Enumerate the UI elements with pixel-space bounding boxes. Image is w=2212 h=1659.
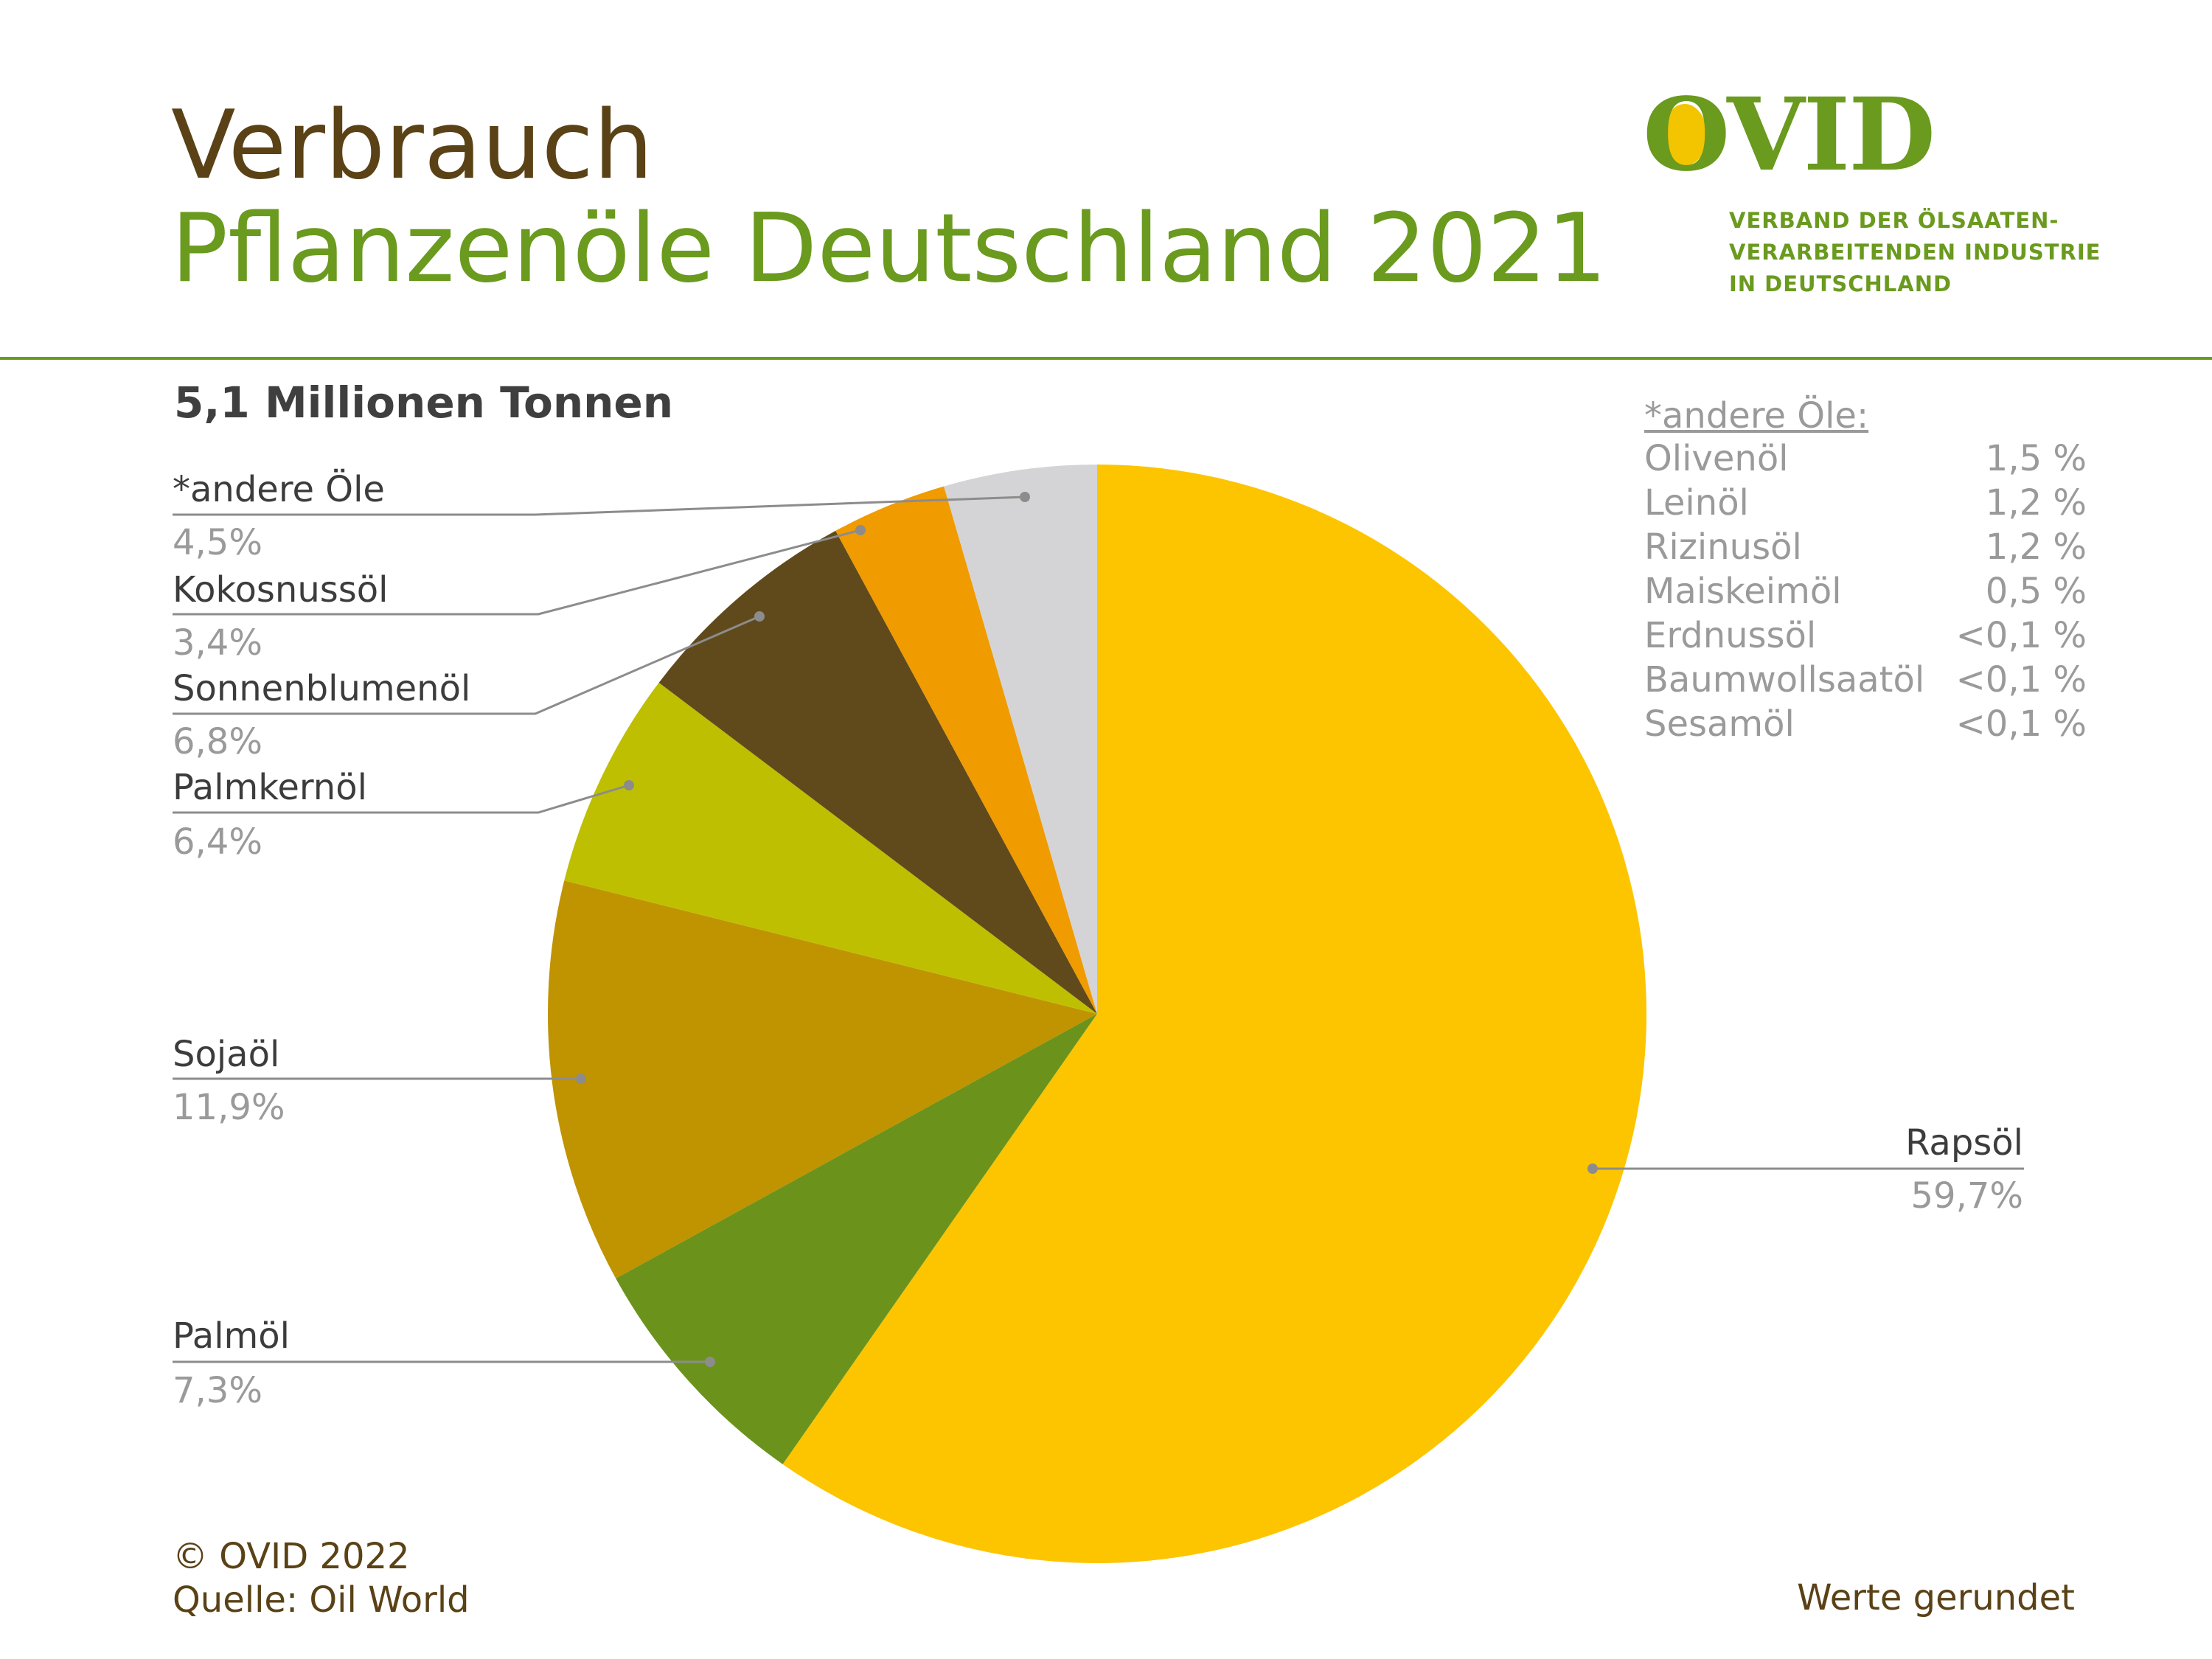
- leader-dot-3: [576, 1074, 586, 1084]
- oil-drop-icon: [1663, 104, 1707, 166]
- slice-value-raps: 59,7%: [1910, 1175, 2023, 1217]
- other-oil-name: Olivenöl: [1644, 438, 1789, 479]
- other-oil-name: Sesamöl: [1644, 703, 1795, 745]
- leader-line-4: [173, 784, 630, 814]
- association-line: VERBAND DER ÖLSAATEN-: [1729, 208, 2059, 233]
- header-divider: [0, 357, 2212, 360]
- slice-label-andere: *andere Öle: [173, 469, 385, 510]
- slice-value-andere: 4,5%: [173, 522, 262, 563]
- association-name: VERBAND DER ÖLSAATEN- VERARBEITENDEN IND…: [1729, 205, 2101, 300]
- slice-value-sonnenblume: 6,8%: [173, 721, 262, 762]
- leader-dot-6: [855, 525, 866, 535]
- slice-value-soja: 11,9%: [173, 1087, 285, 1128]
- other-oil-value: 1,5 %: [1985, 438, 2087, 479]
- other-oil-name: Leinöl: [1644, 482, 1749, 524]
- total-volume: 5,1 Millionen Tonnen: [174, 378, 674, 428]
- footer-copyright-block: © OVID 2022 Quelle: Oil World: [173, 1535, 470, 1621]
- other-oil-name: Erdnussöl: [1644, 615, 1817, 656]
- page-title-line2: Pflanzenöle Deutschland 2021: [171, 194, 1607, 304]
- slice-label-sonnenblume: Sonnenblumenöl: [173, 668, 471, 709]
- other-oils-heading: *andere Öle:: [1644, 395, 1869, 437]
- association-line: VERARBEITENDEN INDUSTRIE: [1729, 240, 2101, 265]
- other-oil-value: 1,2 %: [1985, 482, 2087, 524]
- page-title-line1: Verbrauch: [171, 91, 653, 201]
- pie-slice-2: [616, 1014, 1097, 1464]
- leader-dot-5: [754, 611, 765, 622]
- copyright: © OVID 2022: [173, 1536, 410, 1577]
- leader-line-7: [173, 495, 1026, 516]
- pie-slice-6: [835, 486, 1097, 1014]
- ovid-logo: OVID: [1643, 76, 1935, 194]
- pie-slice-1: [782, 465, 1646, 1563]
- rounding-note: Werte gerundet: [1797, 1577, 2075, 1618]
- slice-value-palm: 7,3%: [173, 1370, 262, 1411]
- other-oil-value: <0,1 %: [1955, 703, 2087, 745]
- association-line: IN DEUTSCHLAND: [1729, 271, 1952, 296]
- leader-dot-1: [1587, 1164, 1598, 1174]
- other-oil-name: Rizinusöl: [1644, 526, 1802, 568]
- leader-line-6: [173, 529, 861, 616]
- pie-slice-4: [564, 682, 1097, 1014]
- source: Quelle: Oil World: [173, 1579, 470, 1621]
- leader-dot-2: [705, 1357, 715, 1367]
- other-oil-value: 0,5 %: [1985, 571, 2087, 612]
- slice-label-kokos: Kokosnussöl: [173, 569, 389, 611]
- leader-dot-4: [624, 780, 634, 790]
- slice-label-palm: Palmöl: [173, 1315, 290, 1357]
- other-oil-value: <0,1 %: [1955, 615, 2087, 656]
- other-oil-value: <0,1 %: [1955, 659, 2087, 700]
- slice-label-soja: Sojaöl: [173, 1034, 280, 1075]
- other-oil-value: 1,2 %: [1985, 526, 2087, 568]
- other-oil-name: Maiskeimöl: [1644, 571, 1842, 612]
- pie-slice-5: [658, 530, 1097, 1014]
- other-oil-name: Baumwollsaatöl: [1644, 659, 1925, 700]
- slice-label-raps: Rapsöl: [1905, 1122, 2023, 1164]
- leader-line-5: [173, 615, 760, 715]
- slice-value-palmkern: 6,4%: [173, 821, 262, 863]
- leader-dot-7: [1020, 492, 1030, 502]
- pie-slice-3: [548, 880, 1097, 1279]
- pie-slice-7: [944, 465, 1097, 1014]
- slice-label-palmkern: Palmkernöl: [173, 767, 367, 808]
- slice-value-kokos: 3,4%: [173, 622, 262, 664]
